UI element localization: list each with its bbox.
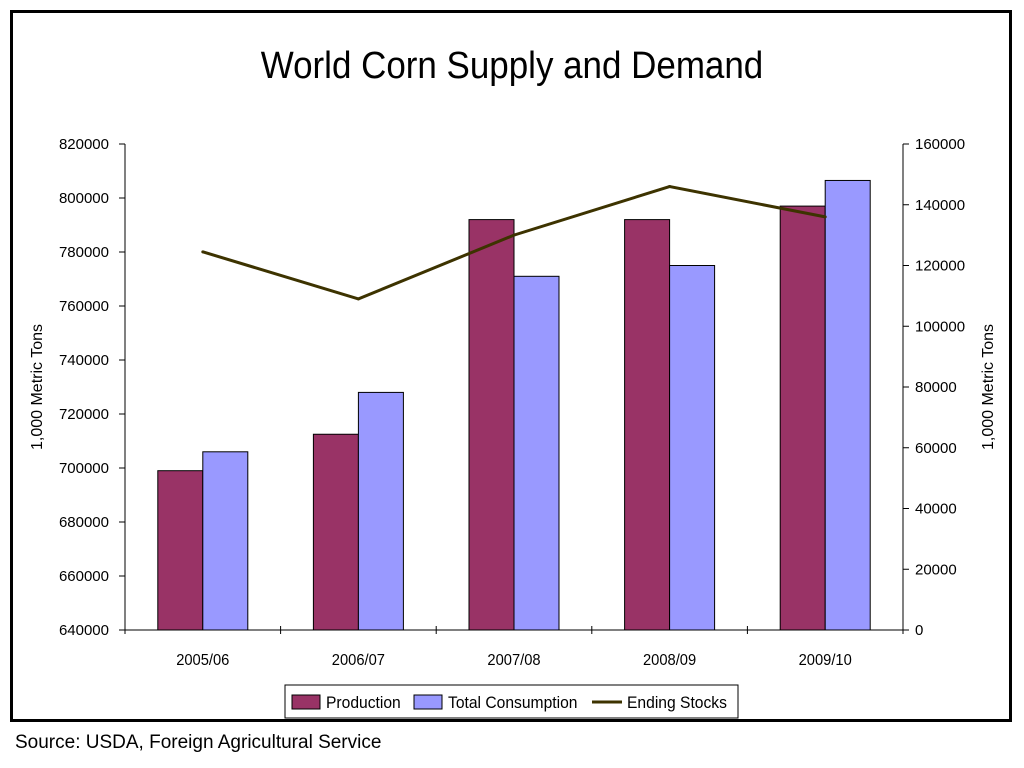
y2-tick-label: 80000 (915, 379, 957, 396)
bar-total-consumption-2007-08 (513, 275, 560, 631)
bar-production-2009-10 (779, 205, 826, 631)
point-ending-stocks-2006-07 (356, 297, 360, 301)
y-tick-label: 780000 (59, 244, 109, 261)
y2-tick-label: 60000 (915, 440, 957, 457)
x-tick-label: 2008/09 (643, 651, 696, 669)
legend-box (284, 684, 739, 719)
x-tick-label: 2009/10 (799, 651, 852, 669)
bars-group (157, 179, 871, 631)
legend-swatch-total-consumption (413, 694, 443, 710)
chart-frame (10, 10, 1012, 722)
point-ending-stocks-2005-06 (201, 250, 205, 254)
y2-tick-label: 20000 (915, 561, 957, 578)
bar-production-2006-07 (312, 433, 359, 631)
x-tick-label: 2007/08 (487, 651, 540, 669)
line-layer (201, 184, 827, 301)
x-tick-label: 2006/07 (332, 651, 385, 669)
legend-swatch-production (291, 694, 321, 710)
y-tick-label: 760000 (59, 298, 109, 315)
y-tick-label: 700000 (59, 460, 109, 477)
x-tick-label: 2005/06 (176, 651, 229, 669)
y2-tick-label: 40000 (915, 501, 957, 518)
chart-title: World Corn Supply and Demand (261, 44, 763, 87)
point-ending-stocks-2009-10 (823, 215, 827, 219)
y-tick-label: 680000 (59, 514, 109, 531)
source-note: Source: USDA, Foreign Agricultural Servi… (15, 732, 382, 753)
y2-tick-label: 120000 (915, 258, 965, 275)
y-tick-label: 800000 (59, 190, 109, 207)
legend-label-ending-stocks: Ending Stocks (627, 693, 727, 712)
y2-tick-label: 100000 (915, 318, 965, 335)
y-tick-label: 720000 (59, 406, 109, 423)
y-tick-label: 660000 (59, 568, 109, 585)
left-tick-labels: 640000 660000 680000 700000 720000 740000 7600… (59, 136, 125, 639)
y-tick-label: 740000 (59, 352, 109, 369)
bar-total-consumption-2005-06 (202, 451, 249, 631)
bar-total-consumption-2009-10 (824, 179, 871, 631)
bar-production-2007-08 (468, 219, 515, 631)
legend-label-production: Production (326, 693, 401, 712)
y2-axis-label: 1,000 Metric Tons (980, 324, 997, 450)
point-ending-stocks-2007-08 (512, 233, 516, 237)
x-tick-labels: 2005/06 2006/07 2007/08 2008/09 2009/10 (124, 626, 904, 669)
y2-tick-label: 0 (915, 622, 923, 639)
legend-label-total-consumption: Total Consumption (448, 693, 577, 712)
bar-total-consumption-2006-07 (357, 391, 404, 631)
y2-tick-label: 160000 (915, 136, 965, 153)
y-tick-label: 640000 (59, 622, 109, 639)
legend: Production Total Consumption Ending Stoc… (284, 684, 739, 719)
y2-tick-label: 140000 (915, 197, 965, 214)
y-tick-label: 820000 (59, 136, 109, 153)
bar-production-2005-06 (157, 470, 204, 631)
bar-total-consumption-2008-09 (669, 265, 716, 631)
right-tick-labels: 0 20000 40000 60000 80000 100000 120000 140000 1… (903, 136, 965, 639)
point-ending-stocks-2008-09 (668, 185, 672, 189)
bar-production-2008-09 (624, 219, 671, 631)
y-axis-label: 1,000 Metric Tons (29, 324, 46, 450)
